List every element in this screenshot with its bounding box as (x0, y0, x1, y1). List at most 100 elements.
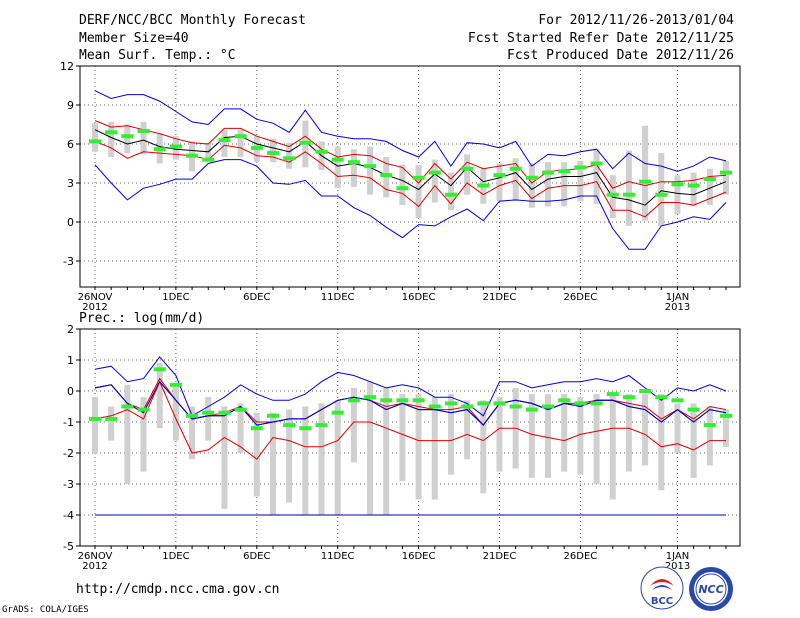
spread-box (140, 397, 147, 472)
median-marker (525, 175, 538, 180)
spread-box (658, 153, 665, 226)
spread-box (706, 406, 713, 466)
spread-box (447, 172, 454, 211)
member-size-label: Member Size=40 (79, 31, 189, 46)
forecast-produced-date: Fcst Produced Date 2012/11/26 (507, 48, 734, 63)
median-marker (380, 398, 393, 403)
spread-box (367, 381, 374, 515)
spread-box (399, 164, 406, 206)
spread-box (431, 397, 438, 500)
y-tick-label: 2 (67, 323, 74, 336)
median-marker (299, 426, 312, 431)
spread-box (593, 149, 600, 204)
spread-box (496, 163, 503, 202)
median-marker (493, 401, 506, 406)
series-max-line (94, 356, 727, 417)
spread-box (512, 158, 519, 202)
median-marker (525, 407, 538, 412)
spread-box (286, 409, 293, 503)
ncc-logo-text: NCC (698, 583, 723, 596)
median-marker (331, 157, 344, 162)
median-marker (671, 398, 684, 403)
median-marker (509, 166, 522, 171)
median-marker (606, 192, 619, 197)
y-tick-label: -3 (63, 478, 74, 491)
x-tick-label: 26DEC (564, 551, 598, 562)
chart-title: DERF/NCC/BCC Monthly Forecast (79, 13, 306, 28)
y-tick-label: -5 (63, 540, 74, 553)
median-marker (720, 413, 732, 418)
median-marker (493, 173, 506, 178)
median-marker (461, 166, 474, 171)
spread-box (609, 394, 616, 500)
x-tick-label: 16DEC (402, 551, 436, 562)
x-tick-label: 21DEC (483, 292, 517, 303)
median-marker (121, 404, 134, 409)
series-upper-line (94, 120, 727, 189)
forecast-started-date: Fcst Started Refer Date 2012/11/25 (467, 31, 734, 46)
source-url[interactable]: http://cmdp.ncc.cma.gov.cn (76, 582, 280, 597)
median-marker (105, 416, 118, 421)
median-marker (315, 423, 328, 428)
spread-box (156, 363, 163, 429)
median-marker (250, 145, 263, 150)
y-tick-label: 3 (67, 177, 74, 190)
spread-box (528, 163, 535, 208)
spread-box (399, 394, 406, 481)
median-marker (186, 153, 199, 158)
plot-frame (79, 65, 741, 288)
y-tick-label: -2 (63, 447, 74, 460)
median-marker (590, 161, 603, 166)
spread-box (350, 149, 357, 187)
spread-box (237, 129, 244, 157)
spread-box (464, 400, 471, 460)
median-marker (266, 151, 279, 156)
spread-box (318, 403, 325, 515)
median-marker (444, 401, 457, 406)
x-tick-label: 21DEC (483, 551, 517, 562)
x-tick-label: 11DEC (321, 292, 355, 303)
median-marker (412, 175, 425, 180)
x-tick-label: 26NOV (78, 551, 113, 562)
median-marker (622, 395, 635, 400)
x-tick-year-label: 2013 (665, 561, 690, 572)
spread-box (334, 146, 341, 189)
spread-box (415, 164, 422, 219)
x-tick-label: 26DEC (564, 292, 598, 303)
median-marker (639, 179, 652, 184)
median-marker (703, 423, 716, 428)
median-marker (153, 147, 166, 152)
spread-box (221, 129, 228, 157)
median-marker (687, 407, 700, 412)
spread-box (496, 397, 503, 472)
spread-box (92, 397, 98, 453)
spread-box (124, 124, 131, 154)
spread-box (383, 387, 390, 515)
x-tick-year-label: 2012 (82, 561, 107, 572)
spread-box (561, 162, 568, 207)
median-marker (347, 398, 360, 403)
median-marker (234, 134, 247, 139)
median-marker (331, 410, 344, 415)
spread-box (561, 394, 568, 472)
spread-box (447, 394, 454, 475)
spread-box (108, 121, 115, 157)
spread-box (189, 406, 196, 460)
series-min-line (94, 159, 727, 250)
median-marker (137, 129, 150, 133)
spread-box (334, 400, 341, 515)
spread-box (286, 142, 293, 169)
series-lower-line (94, 380, 726, 460)
spread-box (350, 387, 357, 463)
spread-box (124, 384, 131, 484)
median-marker (542, 170, 555, 175)
y-tick-label: 0 (67, 385, 74, 398)
median-marker (169, 382, 182, 387)
spread-box (625, 150, 632, 226)
bcc-logo-text: BCC (651, 596, 673, 607)
plot-frame (79, 328, 741, 547)
x-tick-label: 26NOV (78, 292, 113, 303)
spread-box (237, 403, 244, 453)
